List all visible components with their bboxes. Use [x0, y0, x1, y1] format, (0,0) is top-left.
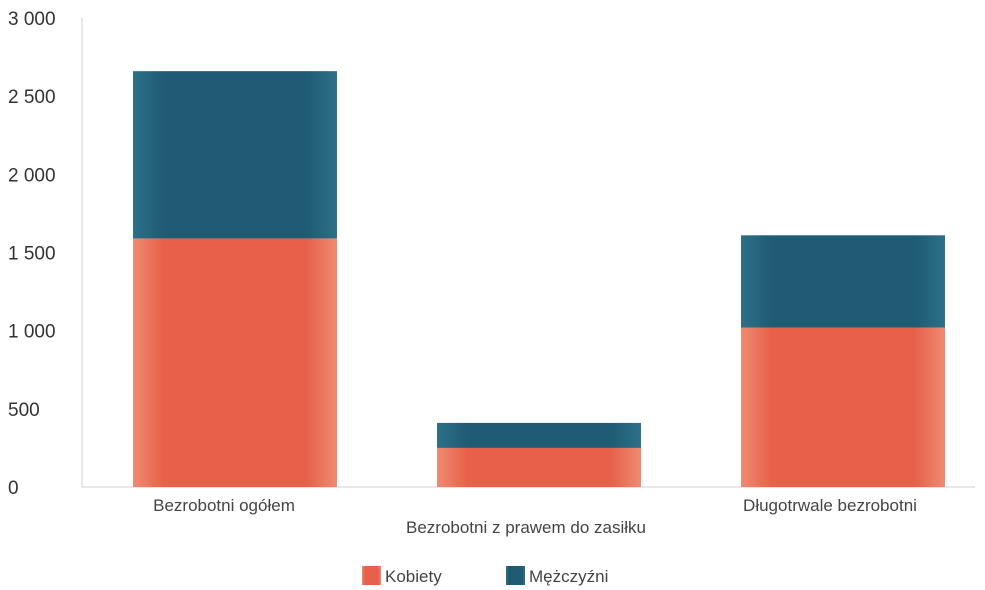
bar-segment-kobiety	[437, 447, 641, 487]
y-tick-label: 3 000	[8, 9, 56, 30]
bar-segment-mezczyzni	[437, 422, 641, 448]
category-labels: Bezrobotni ogółem Bezrobotni z prawem do …	[153, 496, 917, 537]
y-tick-label: 1 500	[8, 244, 56, 265]
category-label: Bezrobotni ogółem	[153, 496, 295, 515]
legend-label: Kobiety	[385, 567, 442, 586]
legend-swatch	[506, 566, 525, 585]
bar-segment-kobiety	[741, 327, 945, 487]
legend-label: Mężczyźni	[529, 567, 608, 586]
category-label: Bezrobotni z prawem do zasiłku	[406, 518, 646, 537]
category-label: Długotrwale bezrobotni	[743, 496, 917, 515]
bar-segment-kobiety	[133, 238, 337, 487]
y-tick-label: 0	[8, 478, 19, 499]
bars	[133, 71, 945, 487]
y-tick-label: 1 000	[8, 322, 56, 343]
bar-segment-mezczyzni	[133, 71, 337, 239]
bar-segment-mezczyzni	[741, 235, 945, 328]
y-tick-label: 2 500	[8, 87, 56, 108]
y-tick-label: 2 000	[8, 165, 56, 186]
legend: Kobiety Mężczyźni	[362, 566, 608, 586]
y-tick-label: 500	[8, 400, 40, 421]
y-axis-ticks: 0 500 1 000 1 500 2 000 2 500 3 000	[8, 9, 56, 499]
legend-swatch	[362, 566, 381, 585]
